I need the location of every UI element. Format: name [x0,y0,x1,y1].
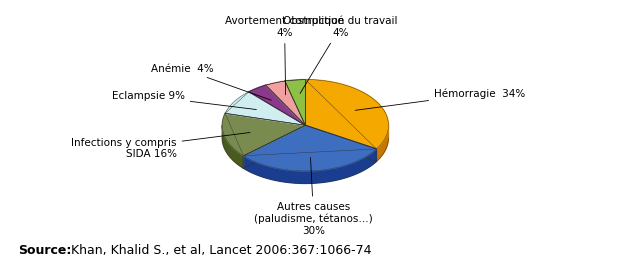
Polygon shape [243,125,376,171]
Polygon shape [266,81,305,125]
Polygon shape [305,80,389,149]
Polygon shape [249,85,305,125]
Text: Autres causes
(paludisme, tétanos…)
30%: Autres causes (paludisme, tétanos…) 30% [254,158,373,236]
Polygon shape [225,92,305,125]
Polygon shape [222,125,243,168]
Polygon shape [376,126,389,161]
Text: Avortement compliqué
4%: Avortement compliqué 4% [225,16,344,95]
Polygon shape [243,149,376,183]
Text: Eclampsie 9%: Eclampsie 9% [112,91,256,110]
Text: Hémorragie  34%: Hémorragie 34% [355,88,526,110]
Text: Khan, Khalid S., et al, Lancet 2006:367:1066-74: Khan, Khalid S., et al, Lancet 2006:367:… [71,244,371,257]
Text: Anémie  4%: Anémie 4% [151,64,271,100]
Text: Source:: Source: [19,244,72,257]
Text: Infections y compris
SIDA 16%: Infections y compris SIDA 16% [71,132,250,159]
Text: Obstruction du travail
4%: Obstruction du travail 4% [283,16,397,94]
Polygon shape [222,113,305,156]
Polygon shape [285,80,305,125]
